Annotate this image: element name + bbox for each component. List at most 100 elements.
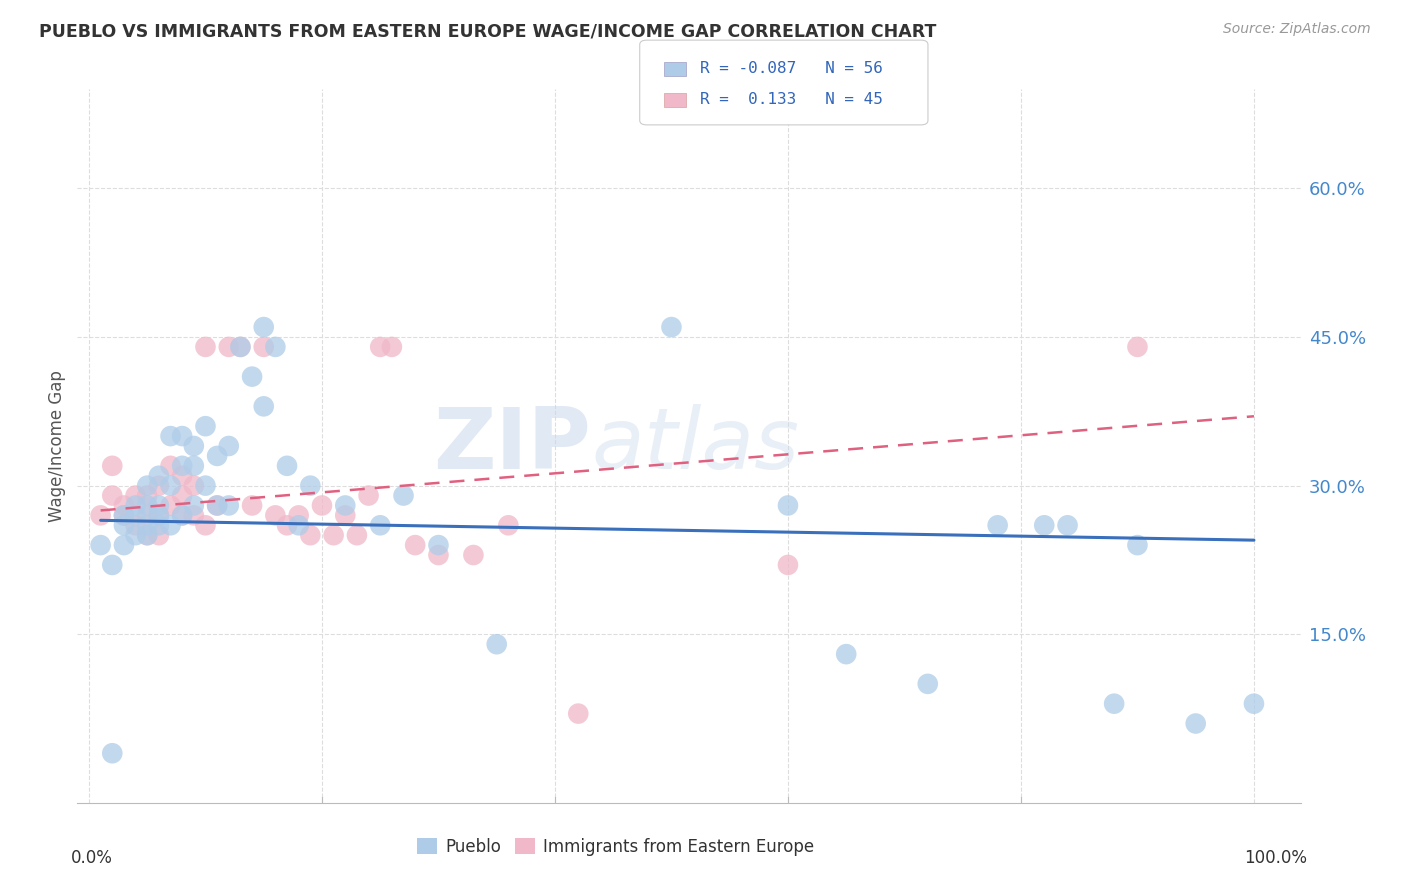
Point — [183, 499, 205, 513]
Point — [1126, 538, 1149, 552]
Point — [357, 489, 380, 503]
Point — [159, 478, 181, 492]
Point — [148, 478, 170, 492]
Point — [148, 508, 170, 523]
Point — [159, 499, 181, 513]
Point — [485, 637, 508, 651]
Point — [136, 499, 159, 513]
Y-axis label: Wage/Income Gap: Wage/Income Gap — [48, 370, 66, 522]
Point — [240, 499, 263, 513]
Point — [264, 508, 287, 523]
Point — [276, 458, 298, 473]
Point — [1102, 697, 1125, 711]
Point — [299, 478, 322, 492]
Point — [427, 548, 450, 562]
Point — [172, 489, 194, 503]
Point — [112, 538, 135, 552]
Point — [1056, 518, 1078, 533]
Point — [335, 499, 357, 513]
Point — [776, 558, 799, 572]
Point — [1243, 697, 1265, 711]
Point — [136, 478, 159, 492]
Point — [287, 508, 309, 523]
Point — [124, 528, 146, 542]
Point — [172, 429, 194, 443]
Point — [917, 677, 939, 691]
Point — [253, 320, 276, 334]
Text: ZIP: ZIP — [433, 404, 591, 488]
Point — [136, 518, 159, 533]
Point — [463, 548, 485, 562]
Point — [1184, 716, 1206, 731]
Point — [124, 508, 146, 523]
Point — [229, 340, 252, 354]
Point — [148, 468, 170, 483]
Point — [498, 518, 520, 533]
Point — [427, 538, 450, 552]
Point — [276, 518, 298, 533]
Point — [159, 458, 181, 473]
Point — [567, 706, 589, 721]
Point — [136, 528, 159, 542]
Point — [101, 489, 124, 503]
Point — [172, 508, 194, 523]
Point — [183, 458, 205, 473]
Point — [368, 340, 391, 354]
Point — [159, 429, 181, 443]
Text: Source: ZipAtlas.com: Source: ZipAtlas.com — [1223, 22, 1371, 37]
Point — [264, 340, 287, 354]
Point — [299, 528, 322, 542]
Point — [194, 419, 217, 434]
Point — [311, 499, 333, 513]
Point — [335, 508, 357, 523]
Point — [218, 439, 240, 453]
Text: atlas: atlas — [591, 404, 799, 488]
Point — [112, 508, 135, 523]
Point — [159, 518, 181, 533]
Point — [368, 518, 391, 533]
Point — [124, 518, 146, 533]
Point — [218, 340, 240, 354]
Point — [194, 478, 217, 492]
Point — [835, 647, 858, 661]
Point — [229, 340, 252, 354]
Point — [392, 489, 415, 503]
Text: R =  0.133   N = 45: R = 0.133 N = 45 — [700, 93, 883, 107]
Point — [404, 538, 426, 552]
Point — [101, 746, 124, 760]
Point — [148, 508, 170, 523]
Point — [183, 508, 205, 523]
Point — [172, 508, 194, 523]
Point — [218, 499, 240, 513]
Text: 0.0%: 0.0% — [72, 849, 112, 867]
Point — [194, 518, 217, 533]
Point — [776, 499, 799, 513]
Point — [987, 518, 1010, 533]
Point — [148, 499, 170, 513]
Point — [1033, 518, 1056, 533]
Point — [205, 449, 228, 463]
Point — [1126, 340, 1149, 354]
Point — [661, 320, 683, 334]
Point — [240, 369, 263, 384]
Point — [253, 400, 276, 414]
Point — [172, 468, 194, 483]
Point — [381, 340, 404, 354]
Point — [101, 458, 124, 473]
Text: PUEBLO VS IMMIGRANTS FROM EASTERN EUROPE WAGE/INCOME GAP CORRELATION CHART: PUEBLO VS IMMIGRANTS FROM EASTERN EUROPE… — [39, 22, 936, 40]
Point — [183, 478, 205, 492]
Text: R = -0.087   N = 56: R = -0.087 N = 56 — [700, 62, 883, 76]
Point — [136, 528, 159, 542]
Point — [194, 340, 217, 354]
Point — [287, 518, 309, 533]
Point — [172, 458, 194, 473]
Point — [253, 340, 276, 354]
Point — [90, 508, 112, 523]
Point — [148, 528, 170, 542]
Point — [148, 518, 170, 533]
Point — [112, 499, 135, 513]
Point — [346, 528, 368, 542]
Point — [136, 489, 159, 503]
Point — [112, 518, 135, 533]
Point — [124, 499, 146, 513]
